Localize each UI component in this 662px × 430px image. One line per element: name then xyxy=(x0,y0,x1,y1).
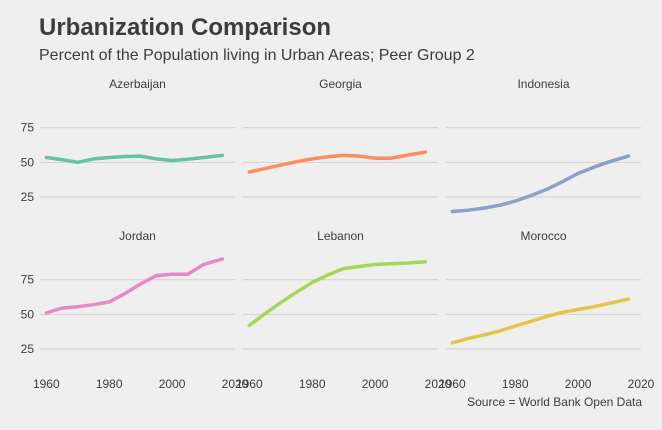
x-tick-label: 2000 xyxy=(565,377,592,391)
series-line-indonesia xyxy=(450,154,631,214)
facet-lebanon: Lebanon 1960 1980 2000 2020 xyxy=(236,229,452,391)
series-line-georgia xyxy=(247,150,428,174)
x-tick-label: 2000 xyxy=(362,377,389,391)
x-tick-label: 1960 xyxy=(439,377,466,391)
facet-title-georgia: Georgia xyxy=(319,77,362,91)
y-tick-label: 25 xyxy=(21,342,35,356)
facet-title-indonesia: Indonesia xyxy=(517,77,569,91)
series-line-morocco xyxy=(450,297,631,345)
x-tick-label: 1980 xyxy=(502,377,529,391)
series-line-lebanon xyxy=(247,259,428,328)
x-tick-label: 1960 xyxy=(33,377,60,391)
y-tick-label: 75 xyxy=(21,121,35,135)
facet-title-morocco: Morocco xyxy=(520,229,566,243)
facet-indonesia: Indonesia xyxy=(446,77,641,214)
x-tick-label: 2020 xyxy=(628,377,655,391)
source-caption: Source = World Bank Open Data xyxy=(467,395,642,409)
chart-subtitle: Percent of the Population living in Urba… xyxy=(39,47,475,64)
y-tick-label: 50 xyxy=(21,307,35,321)
x-tick-label: 1960 xyxy=(236,377,263,391)
series-line-jordan xyxy=(44,257,225,315)
facet-azerbaijan: Azerbaijan 25 50 75 xyxy=(21,77,235,204)
facet-morocco: Morocco 1960 1980 2000 2020 xyxy=(439,229,655,391)
x-tick-label: 1980 xyxy=(299,377,326,391)
facet-title-jordan: Jordan xyxy=(119,229,156,243)
y-tick-label: 75 xyxy=(21,273,35,287)
y-tick-label: 25 xyxy=(21,190,35,204)
facet-georgia: Georgia xyxy=(243,77,438,198)
facet-jordan: Jordan 25 50 75 1960 1980 2000 2020 xyxy=(21,229,249,391)
x-tick-label: 1980 xyxy=(96,377,123,391)
series-line-azerbaijan xyxy=(44,153,225,165)
facet-title-lebanon: Lebanon xyxy=(317,229,364,243)
facet-title-azerbaijan: Azerbaijan xyxy=(109,77,166,91)
y-tick-label: 50 xyxy=(21,155,35,169)
x-tick-label: 2020 xyxy=(222,377,249,391)
x-tick-label: 2000 xyxy=(159,377,186,391)
x-tick-label: 2020 xyxy=(425,377,452,391)
chart-title: Urbanization Comparison xyxy=(39,14,332,41)
